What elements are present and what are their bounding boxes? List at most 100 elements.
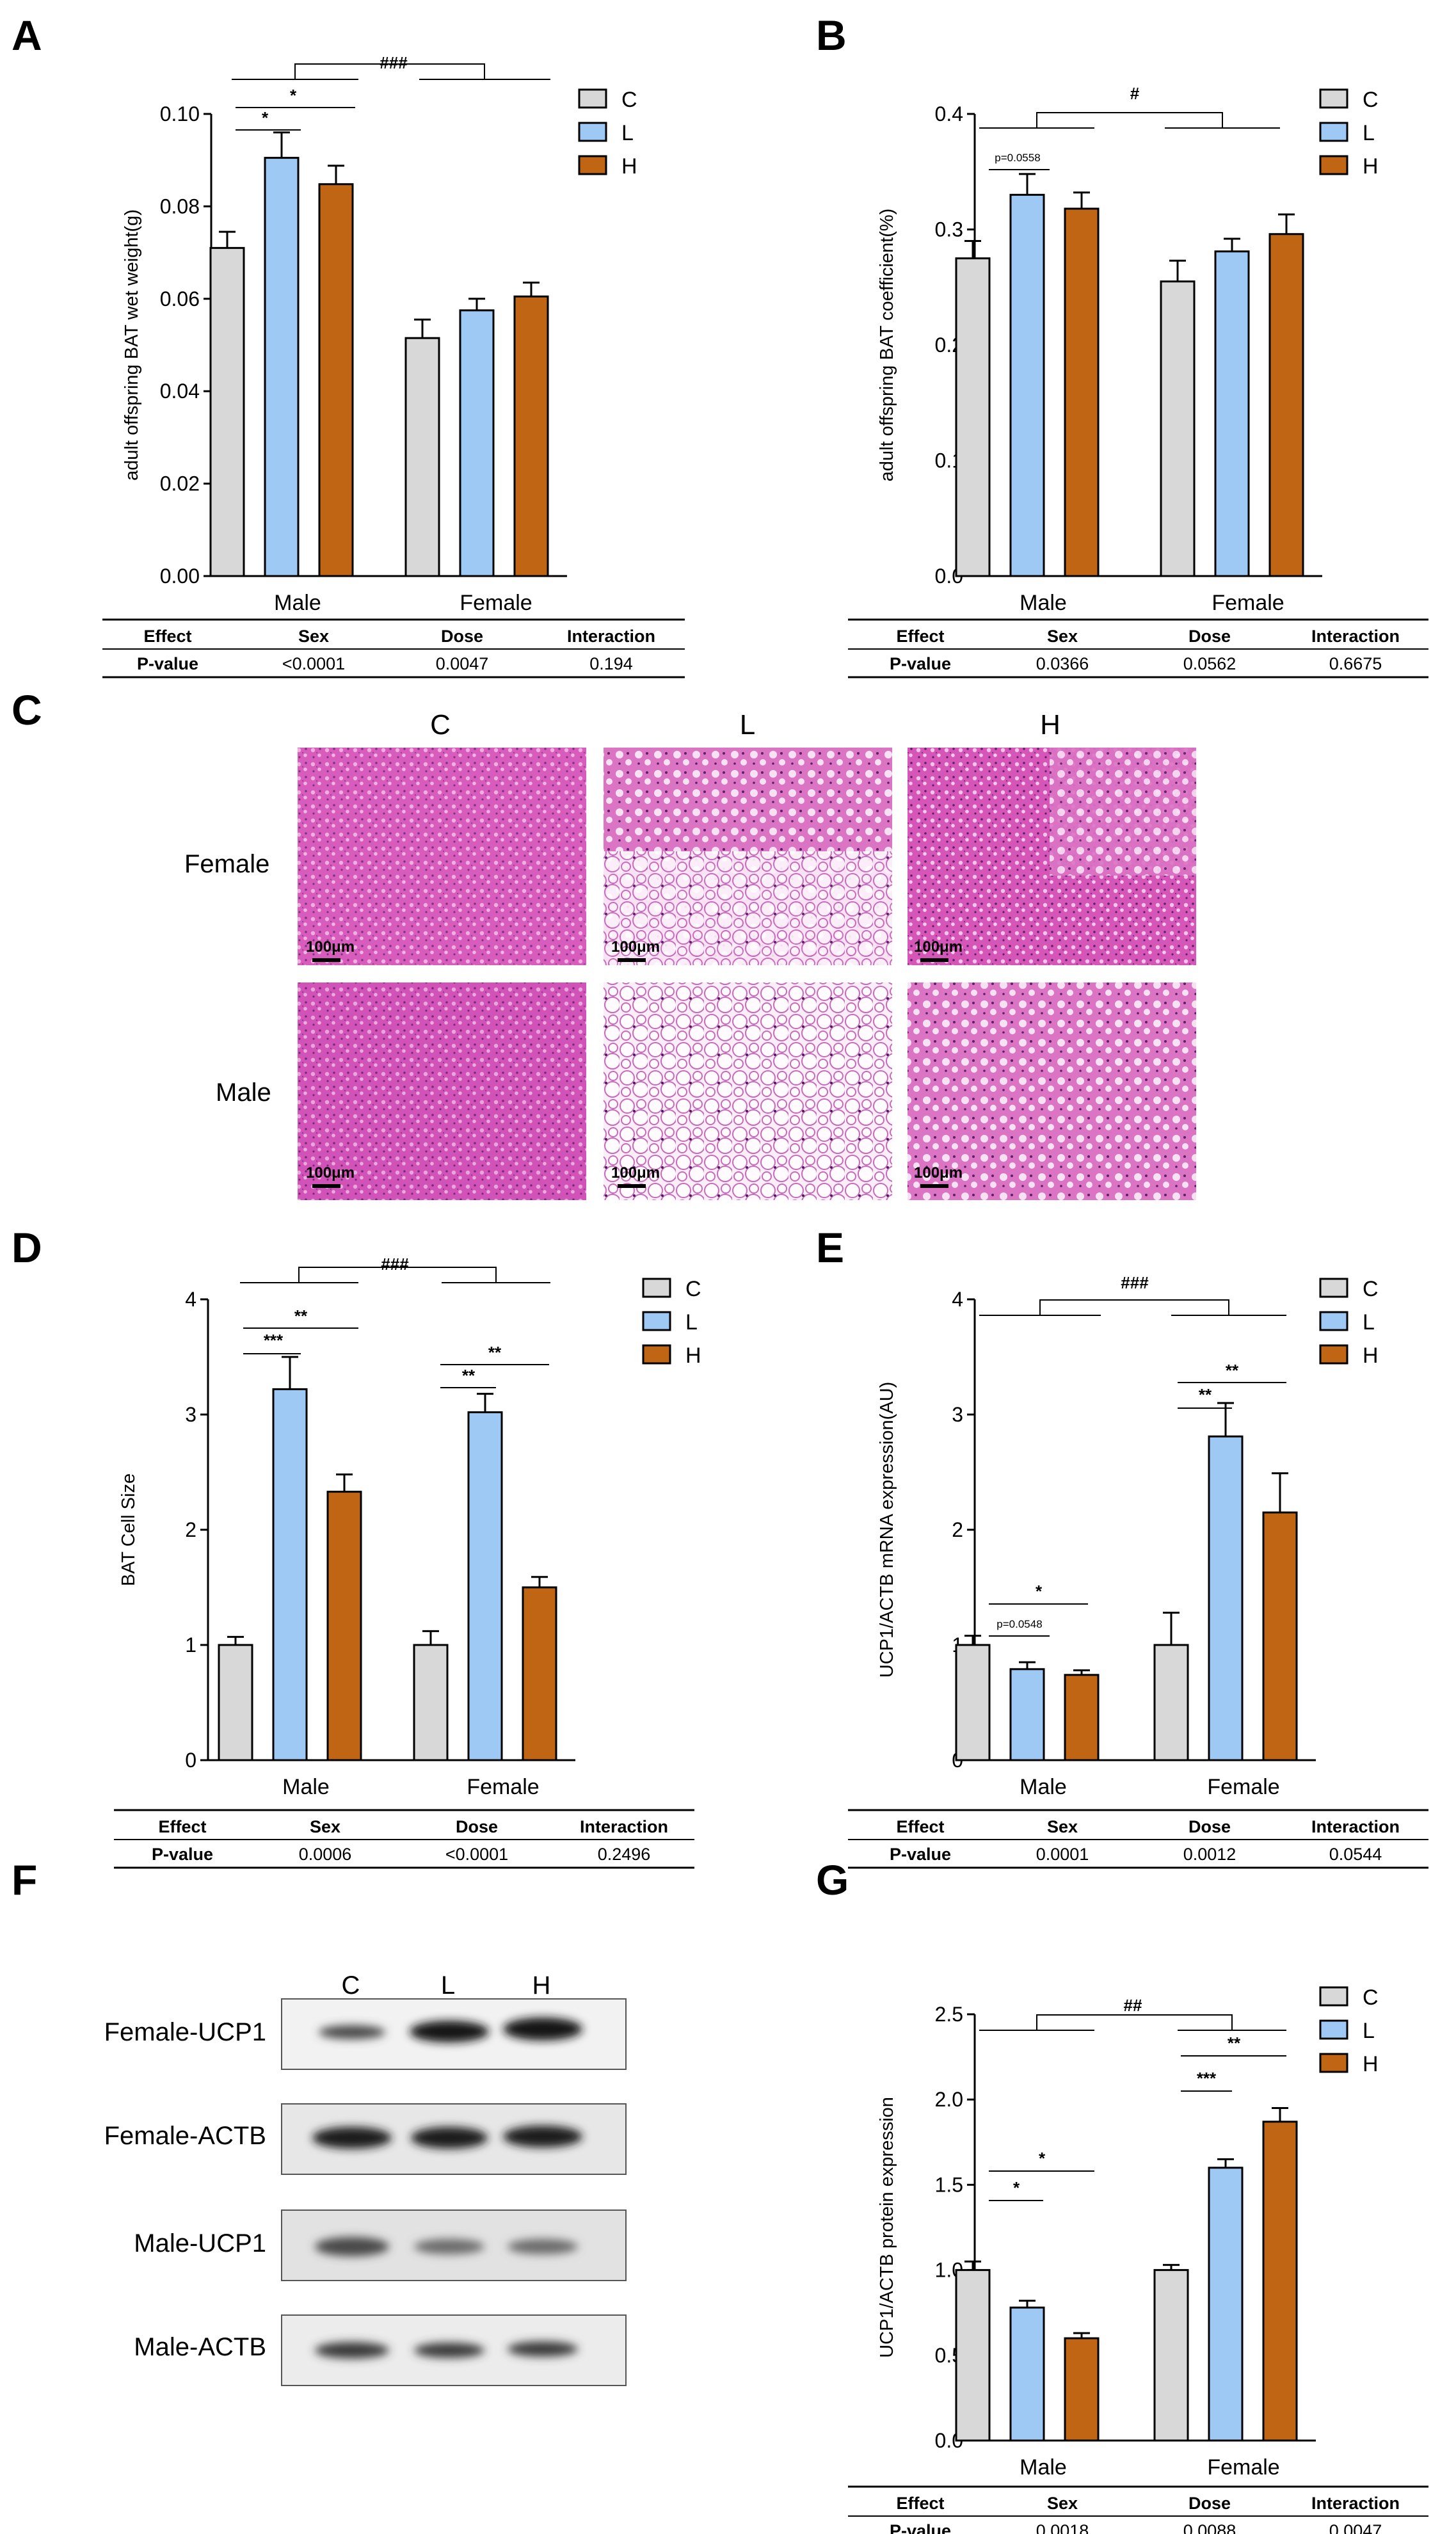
histology-image: 100μm [604, 982, 892, 1200]
bar-c [1160, 280, 1196, 577]
histology-row-label: Male [216, 1079, 271, 1107]
significance-bracket [298, 1267, 497, 1283]
blot-band [414, 2343, 484, 2358]
significance-label: p=0.0548 [996, 1618, 1042, 1630]
significance-label: * [290, 86, 297, 105]
bar-l [1214, 250, 1250, 577]
blot-band [411, 2127, 488, 2149]
blot-row-label: Female-ACTB [104, 2122, 266, 2150]
y-tick-label: 0.06 [160, 287, 200, 310]
y-tick-label: 0.3 [935, 218, 963, 241]
table-cell: 0.0544 [1329, 1845, 1382, 1864]
bar-h [1064, 1674, 1100, 1761]
panel-letter-a: A [12, 12, 42, 59]
legend-swatch [1319, 1344, 1348, 1365]
blot-band [319, 2025, 385, 2039]
bar-h [513, 295, 549, 577]
table-header-cell: Dose [1188, 627, 1231, 646]
table-header-cell: Dose [1188, 1817, 1231, 1836]
scale-bar-label: 100μm [611, 938, 660, 956]
significance-bracket [1036, 112, 1223, 128]
significance-label: ** [1199, 1385, 1212, 1404]
blot-band [508, 2239, 578, 2254]
scale-bar [618, 1184, 646, 1188]
y-tick-label: 1 [185, 1633, 196, 1656]
table-header-cell: Effect [158, 1817, 206, 1836]
legend-label: H [621, 154, 637, 179]
scale-bar-label: 100μm [611, 1164, 660, 1182]
table-cell: 0.194 [589, 654, 633, 673]
legend-label: H [1363, 154, 1379, 179]
blot-row-label: Male-UCP1 [134, 2229, 266, 2257]
blot-band [312, 2127, 392, 2149]
legend-swatch [1319, 1986, 1348, 2007]
table-header-cell: Dose [1188, 2494, 1231, 2513]
legend-swatch [1319, 155, 1348, 175]
y-tick-label: 0.08 [160, 195, 200, 218]
legend-swatch [1319, 1278, 1348, 1298]
histology-column-label: C [430, 709, 451, 741]
legend-swatch [578, 88, 607, 109]
blot-strip [281, 2209, 627, 2281]
y-tick-label: 2.5 [935, 2003, 963, 2026]
legend-label: C [685, 1277, 701, 1301]
bar-c [413, 1644, 449, 1761]
scale-bar-label: 100μm [914, 1164, 963, 1182]
significance-bracket [1039, 1299, 1229, 1315]
x-category-label: Male [1020, 1775, 1067, 1799]
y-tick-label: 0.4 [935, 102, 963, 125]
table-cell: 0.0047 [1329, 2521, 1382, 2534]
scale-bar [312, 1184, 340, 1188]
legend-swatch [642, 1311, 671, 1331]
scale-bar [920, 1184, 948, 1188]
bar-h [1064, 207, 1100, 577]
table-cell: P-value [152, 1845, 213, 1864]
table-header-cell: Effect [896, 1817, 944, 1836]
legend-swatch [1319, 122, 1348, 142]
panel-letter-d: D [12, 1224, 42, 1271]
histology-panel: C L H Female Male 100μm 100μm 100μm [184, 709, 1196, 1200]
table-cell: P-value [890, 654, 951, 673]
panel-letter-e: E [816, 1224, 844, 1271]
table-cell: 0.0001 [1036, 1845, 1089, 1864]
table-cell: P-value [890, 1845, 951, 1864]
table-header-cell: Sex [298, 627, 329, 646]
significance-bracket [294, 63, 485, 79]
blot-row-label: Male-ACTB [134, 2333, 266, 2361]
bar-l [1208, 1435, 1244, 1761]
bar-c [955, 1644, 991, 1761]
legend-swatch [1319, 88, 1348, 109]
significance-label: *** [1197, 2069, 1217, 2088]
table-header-cell: Dose [456, 1817, 498, 1836]
significance-label: ** [294, 1306, 308, 1326]
y-tick-label: 2.0 [935, 2088, 963, 2111]
x-category-label: Female [467, 1775, 539, 1799]
legend-swatch [642, 1278, 671, 1298]
y-axis-label: adult offspring BAT coefficient(%) [877, 209, 897, 482]
x-category-label: Male [282, 1775, 330, 1799]
significance-label: *** [264, 1331, 284, 1350]
significance-label: ### [1121, 1273, 1149, 1292]
table-cell: P-value [890, 2521, 951, 2534]
table-header-cell: Interaction [1311, 627, 1400, 646]
bar-l [459, 309, 495, 577]
y-axis-label: UCP1/ACTB protein expression [877, 2097, 897, 2358]
legend-label: L [1363, 121, 1375, 145]
table-header-cell: Effect [896, 627, 944, 646]
scale-bar [920, 958, 948, 962]
legend-label: C [1363, 1277, 1379, 1301]
histology-column-label: H [1040, 709, 1060, 741]
y-tick-label: 3 [952, 1403, 963, 1426]
table-cell: 0.6675 [1329, 654, 1382, 673]
table-cell: 0.0006 [299, 1845, 352, 1864]
p-value-table: Effect Sex Dose Interaction P-value 0.0001 0.0… [848, 1809, 1428, 1869]
x-category-label: Male [1020, 2455, 1067, 2480]
table-header-cell: Interaction [1311, 1817, 1400, 1836]
legend-label: L [1363, 1310, 1375, 1335]
panel-letter-c: C [12, 686, 42, 734]
y-axis-label: UCP1/ACTB mRNA expression(AU) [877, 1382, 897, 1678]
table-header-cell: Interaction [567, 627, 655, 646]
